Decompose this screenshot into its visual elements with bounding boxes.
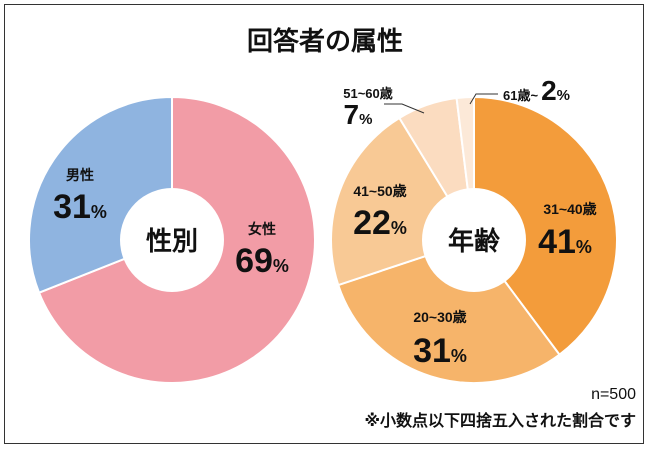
value-age-41-50-unit: %	[391, 218, 407, 238]
label-age-31-40: 31~40歳	[543, 201, 596, 217]
value-age-61-num: 2	[541, 75, 557, 106]
value-male-num: 31	[53, 188, 91, 226]
leader-line-61	[469, 93, 498, 105]
age-pie-slice-0	[473, 95, 618, 357]
value-male-unit: %	[91, 202, 107, 222]
label-age-61: 61歳~	[503, 88, 538, 103]
value-age-61-unit: %	[557, 87, 570, 104]
value-age-41-50: 22%	[353, 204, 407, 242]
label-age-41-50: 41~50歳	[353, 183, 406, 199]
leader-line-51-60	[384, 103, 425, 114]
label-female: 女性	[248, 221, 276, 237]
value-age-51-60-num: 7	[344, 99, 360, 130]
label-age-51-60: 51~60歳	[343, 86, 393, 101]
label-age-20-30: 20~30歳	[413, 309, 466, 325]
value-age-20-30: 31%	[413, 332, 467, 370]
value-female-unit: %	[273, 256, 289, 276]
gender-center-label: 性別	[146, 226, 198, 256]
rounding-note: ※小数点以下四捨五入された割合です	[364, 411, 636, 430]
value-age-51-60-unit: %	[359, 111, 372, 128]
chart-title: 回答者の属性	[247, 26, 403, 56]
value-female: 69%	[235, 242, 289, 280]
value-age-31-40-unit: %	[576, 237, 592, 257]
value-age-41-50-num: 22	[353, 204, 391, 242]
value-age-31-40: 41%	[538, 223, 592, 261]
age-pie-hole	[422, 188, 526, 292]
label-male: 男性	[66, 167, 94, 183]
value-female-num: 69	[235, 242, 273, 280]
age-pie-slice-1	[337, 238, 561, 384]
age-center-label: 年齢	[448, 226, 501, 256]
value-age-20-30-unit: %	[451, 346, 467, 366]
value-age-51-60: 7%	[344, 99, 373, 130]
gender-pie-hole	[120, 188, 224, 292]
value-age-31-40-num: 41	[538, 223, 576, 261]
value-male: 31%	[53, 188, 107, 226]
value-age-61: 61歳~ 2%	[503, 75, 570, 106]
sample-size: n=500	[591, 386, 636, 403]
value-age-20-30-num: 31	[413, 332, 451, 370]
